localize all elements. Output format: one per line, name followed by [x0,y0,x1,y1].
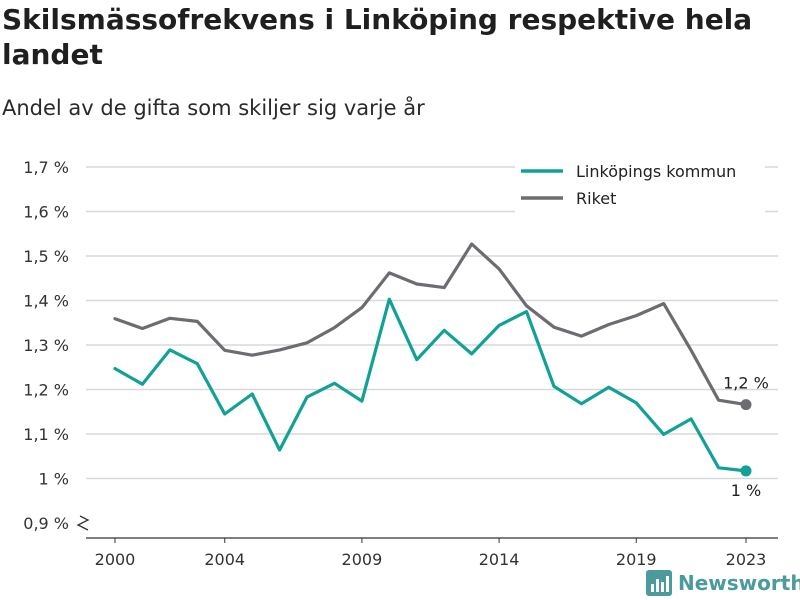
y-tick-label: 1,4 % [23,292,69,311]
series-line-riket [113,242,748,407]
series-endpoints: 1 % 1,2 % [723,374,769,500]
chart-title: Skilsmässofrekvens i Linköping respektiv… [2,3,753,71]
end-label-riket: 1,2 % [723,374,769,393]
legend-label-riket: Riket [576,189,616,208]
newsworthy-logo-icon [646,570,672,596]
series-line-linkoping [113,297,748,473]
legend: Linköpings kommun Riket [515,155,765,213]
x-tick-label: 2023 [726,550,767,569]
y-axis-break-icon [76,515,90,531]
x-tick-label: 2000 [95,550,136,569]
series-lines [113,242,748,473]
x-tick-label: 2014 [479,550,520,569]
y-tick-label: 1,5 % [23,247,69,266]
chart-subtitle: Andel av de gifta som skiljer sig varje … [2,96,425,120]
y-tick-label: 0,9 % [23,514,69,533]
legend-background [515,155,765,213]
brand-name: Newsworthy [678,571,800,595]
newsworthy-brand: Newsworthy [646,570,800,596]
y-tick-label: 1 % [39,470,69,489]
y-axis: 0,9 % 1 % 1,1 % 1,2 % 1,3 % 1,4 % 1,5 % 1,6 % 1,… [23,158,90,533]
y-tick-label: 1,1 % [23,425,69,444]
endpoint-linkoping [740,465,752,477]
x-tick-label: 2009 [342,550,383,569]
x-tick-label: 2019 [616,550,657,569]
y-tick-label: 1,2 % [23,381,69,400]
y-tick-label: 1,7 % [23,158,69,177]
y-tick-label: 1,3 % [23,336,69,355]
x-tick-label: 2004 [204,550,245,569]
endpoint-riket [740,399,752,411]
end-label-linkoping: 1 % [731,481,761,500]
x-axis: 2000 2004 2009 2014 2019 2023 [86,537,778,569]
y-tick-label: 1,6 % [23,203,69,222]
legend-label-linkoping: Linköpings kommun [576,162,736,181]
